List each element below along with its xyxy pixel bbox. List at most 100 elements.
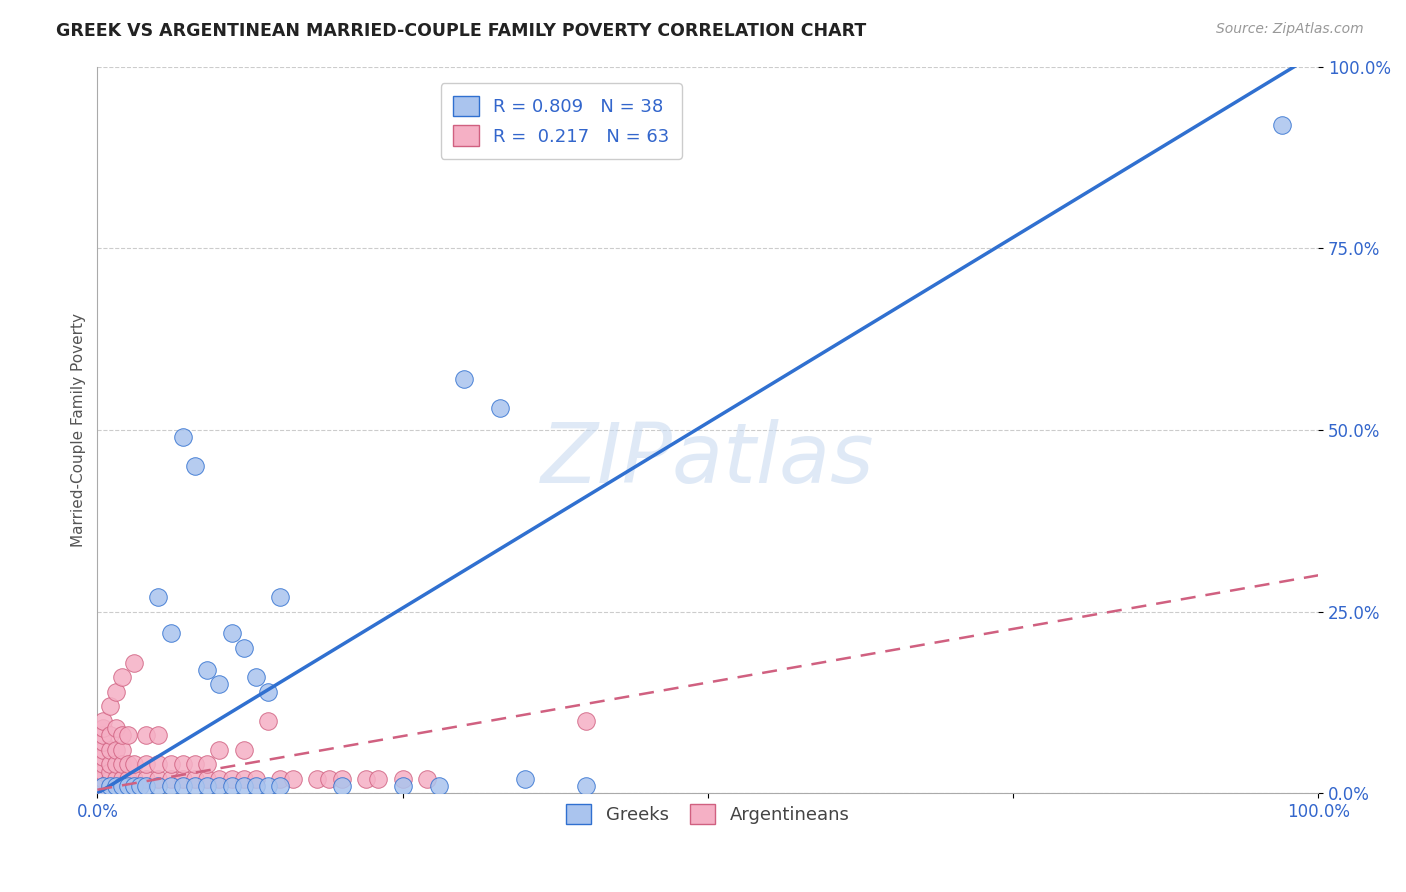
Point (117, 779, 139, 793)
Point (98, 743, 121, 757)
Point (98, 728, 121, 742)
Point (208, 677, 231, 691)
Point (111, 728, 134, 742)
Point (122, 757, 145, 772)
Point (221, 626, 243, 640)
Point (269, 779, 291, 793)
Point (98, 757, 121, 772)
Point (93, 779, 115, 793)
Point (135, 757, 157, 772)
Point (269, 772, 291, 786)
Point (122, 656, 145, 670)
Point (93, 735, 115, 749)
Point (208, 743, 231, 757)
Point (330, 772, 353, 786)
Point (148, 728, 170, 742)
Point (257, 684, 280, 698)
Point (98, 764, 121, 779)
Point (104, 772, 127, 786)
Point (416, 772, 439, 786)
Point (172, 430, 194, 444)
Point (98, 699, 121, 714)
Point (104, 757, 127, 772)
Point (453, 372, 475, 386)
Point (195, 757, 218, 772)
Point (93, 764, 115, 779)
Point (159, 757, 181, 772)
Point (93, 750, 115, 764)
Point (245, 779, 267, 793)
Point (245, 772, 267, 786)
Point (117, 757, 139, 772)
Point (135, 728, 157, 742)
Point (93, 728, 115, 742)
Point (117, 728, 139, 742)
Point (148, 779, 170, 793)
Point (208, 772, 231, 786)
Point (111, 757, 134, 772)
Text: Source: ZipAtlas.com: Source: ZipAtlas.com (1216, 22, 1364, 37)
Point (93, 721, 115, 735)
Point (208, 779, 231, 793)
Point (159, 772, 181, 786)
Point (489, 401, 512, 416)
Point (93, 714, 115, 728)
Point (111, 743, 134, 757)
Point (111, 772, 134, 786)
Point (513, 772, 536, 786)
Point (117, 772, 139, 786)
Point (184, 772, 207, 786)
Point (148, 590, 170, 604)
Point (354, 772, 377, 786)
Text: ZIPatlas: ZIPatlas (541, 418, 875, 500)
Point (93, 772, 115, 786)
Legend: Greeks, Argentineans: Greeks, Argentineans (555, 793, 860, 835)
Point (148, 772, 170, 786)
Point (135, 779, 157, 793)
Point (232, 772, 254, 786)
Point (269, 590, 291, 604)
Point (111, 779, 134, 793)
Point (122, 779, 145, 793)
Point (257, 714, 280, 728)
Point (221, 779, 243, 793)
Point (1271, 118, 1294, 132)
Point (232, 640, 254, 655)
Point (122, 772, 145, 786)
Point (172, 772, 194, 786)
Point (330, 779, 353, 793)
Point (172, 779, 194, 793)
Point (184, 459, 207, 474)
Point (232, 779, 254, 793)
Point (318, 772, 340, 786)
Point (93, 779, 115, 793)
Point (281, 772, 304, 786)
Point (245, 670, 267, 684)
Point (135, 772, 157, 786)
Point (367, 772, 389, 786)
Point (148, 757, 170, 772)
Point (195, 772, 218, 786)
Point (98, 772, 121, 786)
Point (232, 743, 254, 757)
Point (257, 779, 280, 793)
Point (93, 743, 115, 757)
Point (195, 663, 218, 677)
Text: GREEK VS ARGENTINEAN MARRIED-COUPLE FAMILY POVERTY CORRELATION CHART: GREEK VS ARGENTINEAN MARRIED-COUPLE FAMI… (56, 22, 866, 40)
Point (104, 743, 127, 757)
Point (129, 779, 152, 793)
Point (184, 779, 207, 793)
Point (221, 772, 243, 786)
Point (172, 757, 194, 772)
Point (104, 721, 127, 735)
Point (104, 684, 127, 698)
Point (391, 772, 413, 786)
Point (195, 779, 218, 793)
Point (98, 779, 121, 793)
Point (391, 779, 413, 793)
Point (111, 670, 134, 684)
Point (159, 626, 181, 640)
Point (307, 772, 329, 786)
Point (427, 779, 450, 793)
Point (184, 757, 207, 772)
